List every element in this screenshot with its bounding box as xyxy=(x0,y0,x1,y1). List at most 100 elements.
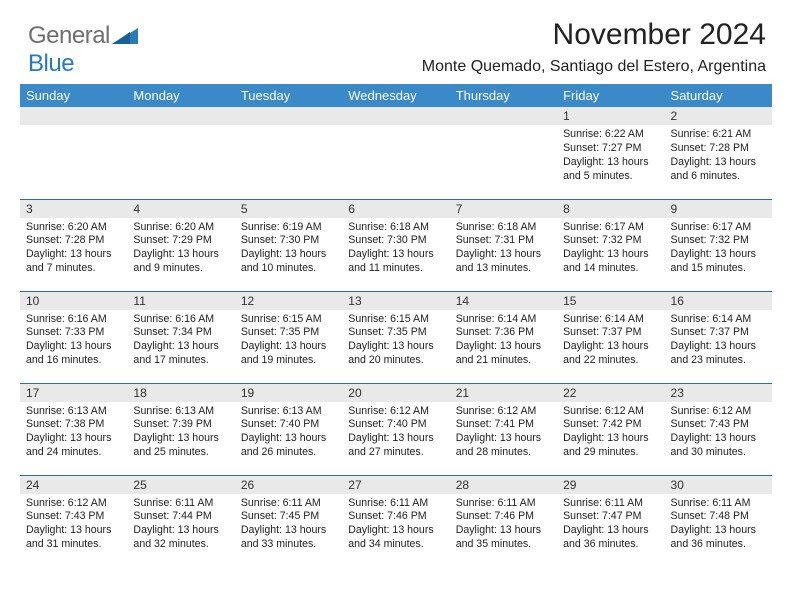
calendar-day-cell: 21Sunrise: 6:12 AMSunset: 7:41 PMDayligh… xyxy=(450,383,557,475)
day-number: 23 xyxy=(665,384,772,402)
daylight-text: Daylight: 13 hours and 33 minutes. xyxy=(241,524,336,552)
sunrise-text: Sunrise: 6:12 AM xyxy=(563,405,658,419)
day-number: 12 xyxy=(235,292,342,310)
day-number-empty xyxy=(342,107,449,125)
sunrise-text: Sunrise: 6:14 AM xyxy=(456,313,551,327)
sunset-text: Sunset: 7:32 PM xyxy=(563,234,658,248)
calendar-week-row: 10Sunrise: 6:16 AMSunset: 7:33 PMDayligh… xyxy=(20,291,772,383)
sunset-text: Sunset: 7:37 PM xyxy=(563,326,658,340)
calendar-week-row: 3Sunrise: 6:20 AMSunset: 7:28 PMDaylight… xyxy=(20,199,772,291)
day-number: 15 xyxy=(557,292,664,310)
sunrise-text: Sunrise: 6:11 AM xyxy=(456,497,551,511)
daylight-text: Daylight: 13 hours and 35 minutes. xyxy=(456,524,551,552)
calendar-day-cell: 6Sunrise: 6:18 AMSunset: 7:30 PMDaylight… xyxy=(342,199,449,291)
day-info: Sunrise: 6:20 AMSunset: 7:29 PMDaylight:… xyxy=(127,218,234,281)
day-number-empty xyxy=(127,107,234,125)
calendar-day-cell: 26Sunrise: 6:11 AMSunset: 7:45 PMDayligh… xyxy=(235,475,342,567)
daylight-text: Daylight: 13 hours and 9 minutes. xyxy=(133,248,228,276)
calendar-day-cell: 19Sunrise: 6:13 AMSunset: 7:40 PMDayligh… xyxy=(235,383,342,475)
day-info: Sunrise: 6:17 AMSunset: 7:32 PMDaylight:… xyxy=(557,218,664,281)
sunset-text: Sunset: 7:41 PM xyxy=(456,418,551,432)
daylight-text: Daylight: 13 hours and 23 minutes. xyxy=(671,340,766,368)
calendar-day-cell: 11Sunrise: 6:16 AMSunset: 7:34 PMDayligh… xyxy=(127,291,234,383)
calendar-day-cell: 18Sunrise: 6:13 AMSunset: 7:39 PMDayligh… xyxy=(127,383,234,475)
sunrise-text: Sunrise: 6:13 AM xyxy=(133,405,228,419)
sunset-text: Sunset: 7:34 PM xyxy=(133,326,228,340)
day-info: Sunrise: 6:12 AMSunset: 7:42 PMDaylight:… xyxy=(557,402,664,465)
col-tuesday: Tuesday xyxy=(235,84,342,107)
sunrise-text: Sunrise: 6:11 AM xyxy=(241,497,336,511)
sunrise-text: Sunrise: 6:16 AM xyxy=(133,313,228,327)
day-info: Sunrise: 6:11 AMSunset: 7:46 PMDaylight:… xyxy=(342,494,449,557)
sunrise-text: Sunrise: 6:11 AM xyxy=(133,497,228,511)
brand-text-gray: General xyxy=(28,22,110,49)
day-number: 6 xyxy=(342,200,449,218)
sunrise-text: Sunrise: 6:19 AM xyxy=(241,221,336,235)
day-info: Sunrise: 6:22 AMSunset: 7:27 PMDaylight:… xyxy=(557,125,664,188)
day-info: Sunrise: 6:11 AMSunset: 7:47 PMDaylight:… xyxy=(557,494,664,557)
sunset-text: Sunset: 7:48 PM xyxy=(671,510,766,524)
sunset-text: Sunset: 7:38 PM xyxy=(26,418,121,432)
sunset-text: Sunset: 7:43 PM xyxy=(671,418,766,432)
calendar-day-cell: 15Sunrise: 6:14 AMSunset: 7:37 PMDayligh… xyxy=(557,291,664,383)
day-info: Sunrise: 6:13 AMSunset: 7:39 PMDaylight:… xyxy=(127,402,234,465)
calendar-table: Sunday Monday Tuesday Wednesday Thursday… xyxy=(20,84,772,567)
calendar-day-cell: 24Sunrise: 6:12 AMSunset: 7:43 PMDayligh… xyxy=(20,475,127,567)
day-info: Sunrise: 6:12 AMSunset: 7:41 PMDaylight:… xyxy=(450,402,557,465)
day-number-empty xyxy=(450,107,557,125)
day-number: 21 xyxy=(450,384,557,402)
sunset-text: Sunset: 7:30 PM xyxy=(348,234,443,248)
sunset-text: Sunset: 7:35 PM xyxy=(241,326,336,340)
day-number: 13 xyxy=(342,292,449,310)
daylight-text: Daylight: 13 hours and 20 minutes. xyxy=(348,340,443,368)
col-thursday: Thursday xyxy=(450,84,557,107)
sunset-text: Sunset: 7:33 PM xyxy=(26,326,121,340)
sunset-text: Sunset: 7:40 PM xyxy=(241,418,336,432)
day-number: 25 xyxy=(127,476,234,494)
day-info: Sunrise: 6:18 AMSunset: 7:31 PMDaylight:… xyxy=(450,218,557,281)
daylight-text: Daylight: 13 hours and 31 minutes. xyxy=(26,524,121,552)
sunset-text: Sunset: 7:39 PM xyxy=(133,418,228,432)
daylight-text: Daylight: 13 hours and 16 minutes. xyxy=(26,340,121,368)
calendar-day-cell: 14Sunrise: 6:14 AMSunset: 7:36 PMDayligh… xyxy=(450,291,557,383)
sunset-text: Sunset: 7:30 PM xyxy=(241,234,336,248)
sunrise-text: Sunrise: 6:12 AM xyxy=(456,405,551,419)
calendar-day-cell: 29Sunrise: 6:11 AMSunset: 7:47 PMDayligh… xyxy=(557,475,664,567)
day-number: 5 xyxy=(235,200,342,218)
day-info: Sunrise: 6:13 AMSunset: 7:38 PMDaylight:… xyxy=(20,402,127,465)
sunrise-text: Sunrise: 6:11 AM xyxy=(563,497,658,511)
day-info: Sunrise: 6:12 AMSunset: 7:43 PMDaylight:… xyxy=(20,494,127,557)
sunset-text: Sunset: 7:27 PM xyxy=(563,142,658,156)
daylight-text: Daylight: 13 hours and 24 minutes. xyxy=(26,432,121,460)
calendar-day-cell: 8Sunrise: 6:17 AMSunset: 7:32 PMDaylight… xyxy=(557,199,664,291)
day-number: 28 xyxy=(450,476,557,494)
day-info: Sunrise: 6:21 AMSunset: 7:28 PMDaylight:… xyxy=(665,125,772,188)
daylight-text: Daylight: 13 hours and 27 minutes. xyxy=(348,432,443,460)
sunrise-text: Sunrise: 6:11 AM xyxy=(671,497,766,511)
col-friday: Friday xyxy=(557,84,664,107)
sunrise-text: Sunrise: 6:11 AM xyxy=(348,497,443,511)
daylight-text: Daylight: 13 hours and 6 minutes. xyxy=(671,156,766,184)
daylight-text: Daylight: 13 hours and 14 minutes. xyxy=(563,248,658,276)
day-info: Sunrise: 6:17 AMSunset: 7:32 PMDaylight:… xyxy=(665,218,772,281)
sunset-text: Sunset: 7:40 PM xyxy=(348,418,443,432)
calendar-day-cell xyxy=(127,107,234,199)
sunrise-text: Sunrise: 6:20 AM xyxy=(26,221,121,235)
calendar-day-cell xyxy=(450,107,557,199)
day-info: Sunrise: 6:16 AMSunset: 7:33 PMDaylight:… xyxy=(20,310,127,373)
sunset-text: Sunset: 7:44 PM xyxy=(133,510,228,524)
day-info: Sunrise: 6:13 AMSunset: 7:40 PMDaylight:… xyxy=(235,402,342,465)
calendar-day-cell xyxy=(235,107,342,199)
sunset-text: Sunset: 7:45 PM xyxy=(241,510,336,524)
day-info: Sunrise: 6:11 AMSunset: 7:45 PMDaylight:… xyxy=(235,494,342,557)
sunset-text: Sunset: 7:42 PM xyxy=(563,418,658,432)
day-number: 17 xyxy=(20,384,127,402)
day-info: Sunrise: 6:18 AMSunset: 7:30 PMDaylight:… xyxy=(342,218,449,281)
calendar-day-cell: 22Sunrise: 6:12 AMSunset: 7:42 PMDayligh… xyxy=(557,383,664,475)
calendar-day-cell: 20Sunrise: 6:12 AMSunset: 7:40 PMDayligh… xyxy=(342,383,449,475)
brand-logo: General Blue xyxy=(28,22,140,78)
calendar-day-cell xyxy=(342,107,449,199)
calendar-week-row: 1Sunrise: 6:22 AMSunset: 7:27 PMDaylight… xyxy=(20,107,772,199)
day-info: Sunrise: 6:12 AMSunset: 7:43 PMDaylight:… xyxy=(665,402,772,465)
calendar-day-cell xyxy=(20,107,127,199)
